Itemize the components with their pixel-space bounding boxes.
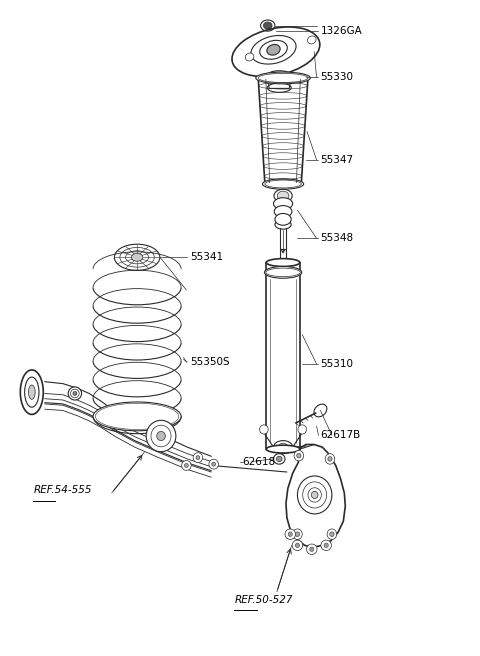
Ellipse shape (93, 402, 181, 431)
Ellipse shape (321, 540, 331, 550)
Ellipse shape (274, 205, 292, 217)
Ellipse shape (212, 462, 216, 466)
Text: 62618: 62618 (242, 457, 276, 466)
Ellipse shape (276, 457, 282, 462)
Ellipse shape (263, 178, 304, 189)
Ellipse shape (28, 385, 35, 400)
Ellipse shape (209, 459, 218, 469)
Text: 55348: 55348 (321, 234, 354, 243)
Ellipse shape (264, 22, 272, 29)
Ellipse shape (264, 266, 302, 278)
Ellipse shape (298, 476, 332, 514)
Ellipse shape (184, 464, 188, 468)
Ellipse shape (297, 453, 301, 458)
Ellipse shape (266, 445, 300, 453)
Text: 55310: 55310 (321, 359, 353, 369)
Ellipse shape (328, 457, 332, 461)
Ellipse shape (307, 544, 317, 554)
Ellipse shape (277, 191, 289, 200)
Ellipse shape (292, 540, 303, 550)
Ellipse shape (288, 532, 292, 537)
Ellipse shape (260, 425, 268, 434)
Ellipse shape (196, 456, 200, 460)
Ellipse shape (274, 454, 285, 464)
Ellipse shape (256, 72, 311, 84)
Ellipse shape (330, 532, 334, 537)
Text: 62617B: 62617B (321, 430, 360, 440)
Ellipse shape (327, 529, 336, 539)
Ellipse shape (295, 543, 300, 548)
Ellipse shape (68, 387, 82, 400)
Text: REF.50-527: REF.50-527 (234, 594, 293, 605)
Ellipse shape (193, 453, 203, 462)
Ellipse shape (310, 547, 314, 552)
Ellipse shape (295, 532, 300, 537)
Ellipse shape (266, 258, 300, 266)
Ellipse shape (267, 45, 280, 55)
Ellipse shape (275, 220, 291, 229)
Ellipse shape (73, 392, 77, 396)
Text: 55347: 55347 (321, 155, 354, 165)
Ellipse shape (293, 529, 302, 539)
Text: REF.54-555: REF.54-555 (33, 485, 92, 495)
Ellipse shape (312, 491, 318, 499)
Ellipse shape (181, 461, 191, 470)
Text: 55341: 55341 (190, 253, 223, 262)
Text: 55350S: 55350S (190, 357, 229, 367)
Ellipse shape (274, 197, 293, 209)
Ellipse shape (294, 451, 304, 461)
Ellipse shape (275, 213, 291, 225)
Ellipse shape (157, 432, 165, 441)
Ellipse shape (132, 253, 143, 261)
Ellipse shape (324, 543, 328, 548)
Ellipse shape (325, 454, 335, 464)
Text: 55330: 55330 (321, 72, 353, 82)
Ellipse shape (285, 529, 296, 539)
Ellipse shape (298, 425, 307, 434)
Text: 1326GA: 1326GA (321, 26, 362, 36)
Ellipse shape (245, 53, 254, 61)
Ellipse shape (308, 36, 316, 44)
Ellipse shape (146, 420, 176, 452)
